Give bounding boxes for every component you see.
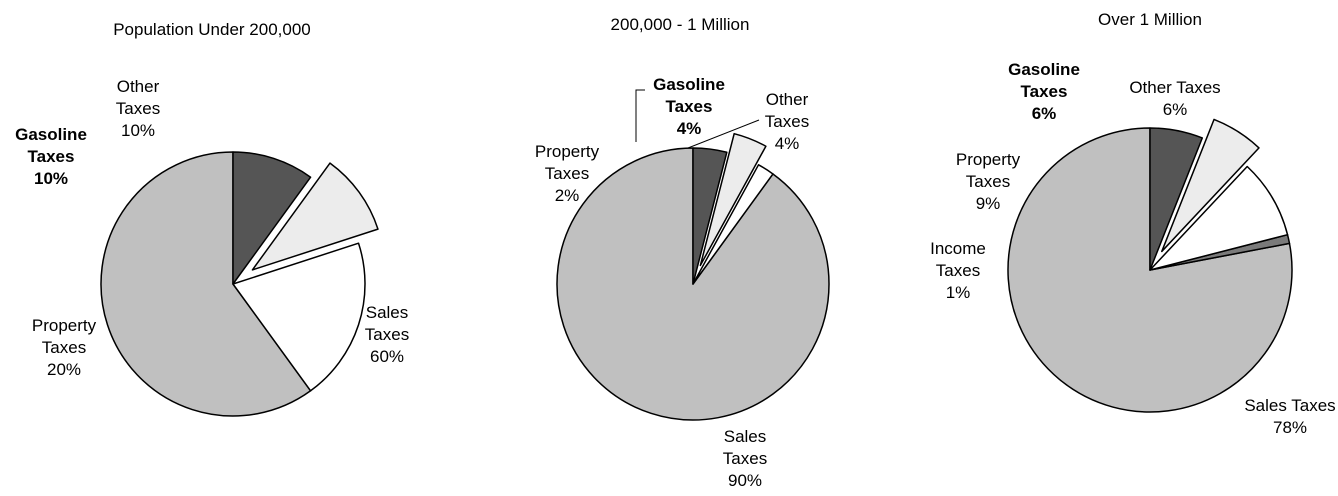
pie-chart-2: 200,000 - 1 Million Sales Taxes 90% Property…	[535, 15, 830, 490]
slice-label-gasoline-taxes: Gasoline Taxes 4%	[653, 75, 725, 138]
pie-slice-property-taxes	[232, 242, 366, 392]
pie-slice-property-taxes	[1149, 165, 1289, 271]
slice-label-property-taxes: Property Taxes 9%	[956, 150, 1021, 213]
pie-slice-other-taxes	[1149, 127, 1204, 271]
pie-slice-other-taxes	[692, 147, 728, 285]
pie-slice-gasoline-taxes	[251, 162, 379, 271]
pie-slice-property-taxes	[692, 164, 774, 285]
slice-label-gasoline-taxes: Gasoline Taxes 10%	[15, 125, 87, 188]
slice-label-gasoline-taxes: Gasoline Taxes 6%	[1008, 60, 1080, 123]
slice-label-property-taxes: Property Taxes 20%	[32, 316, 97, 379]
chart-title: Over 1 Million	[1098, 10, 1202, 29]
slice-label-other-taxes: Other Taxes 10%	[116, 77, 160, 140]
pie-slice-other-taxes	[232, 151, 312, 285]
pie-slice-gasoline-taxes	[1161, 118, 1260, 253]
slice-label-sales-taxes: Sales Taxes 90%	[723, 427, 767, 490]
slice-label-sales-taxes: Sales Taxes 78%	[1244, 396, 1335, 437]
slice-label-other-taxes: Other Taxes 4%	[765, 90, 809, 153]
leader-line	[687, 119, 760, 149]
slice-label-other-taxes: Other Taxes 6%	[1129, 78, 1220, 119]
pie-slice-sales-taxes	[100, 151, 312, 417]
chart-title: Population Under 200,000	[113, 20, 311, 39]
leader-line	[635, 89, 645, 142]
pie-chart-3: Over 1 Million Sales Taxes 78% Income Taxes 1…	[930, 10, 1336, 437]
chart-title: 200,000 - 1 Million	[611, 15, 750, 34]
pie-chart-1: Population Under 200,000 Sales Taxes 60% Pro…	[15, 20, 409, 417]
slice-label-property-taxes: Property Taxes 2%	[535, 142, 600, 205]
slice-label-income-taxes: Income Taxes 1%	[930, 239, 986, 302]
pie-slice-gasoline-taxes	[699, 132, 767, 267]
slice-label-sales-taxes: Sales Taxes 60%	[365, 303, 409, 366]
